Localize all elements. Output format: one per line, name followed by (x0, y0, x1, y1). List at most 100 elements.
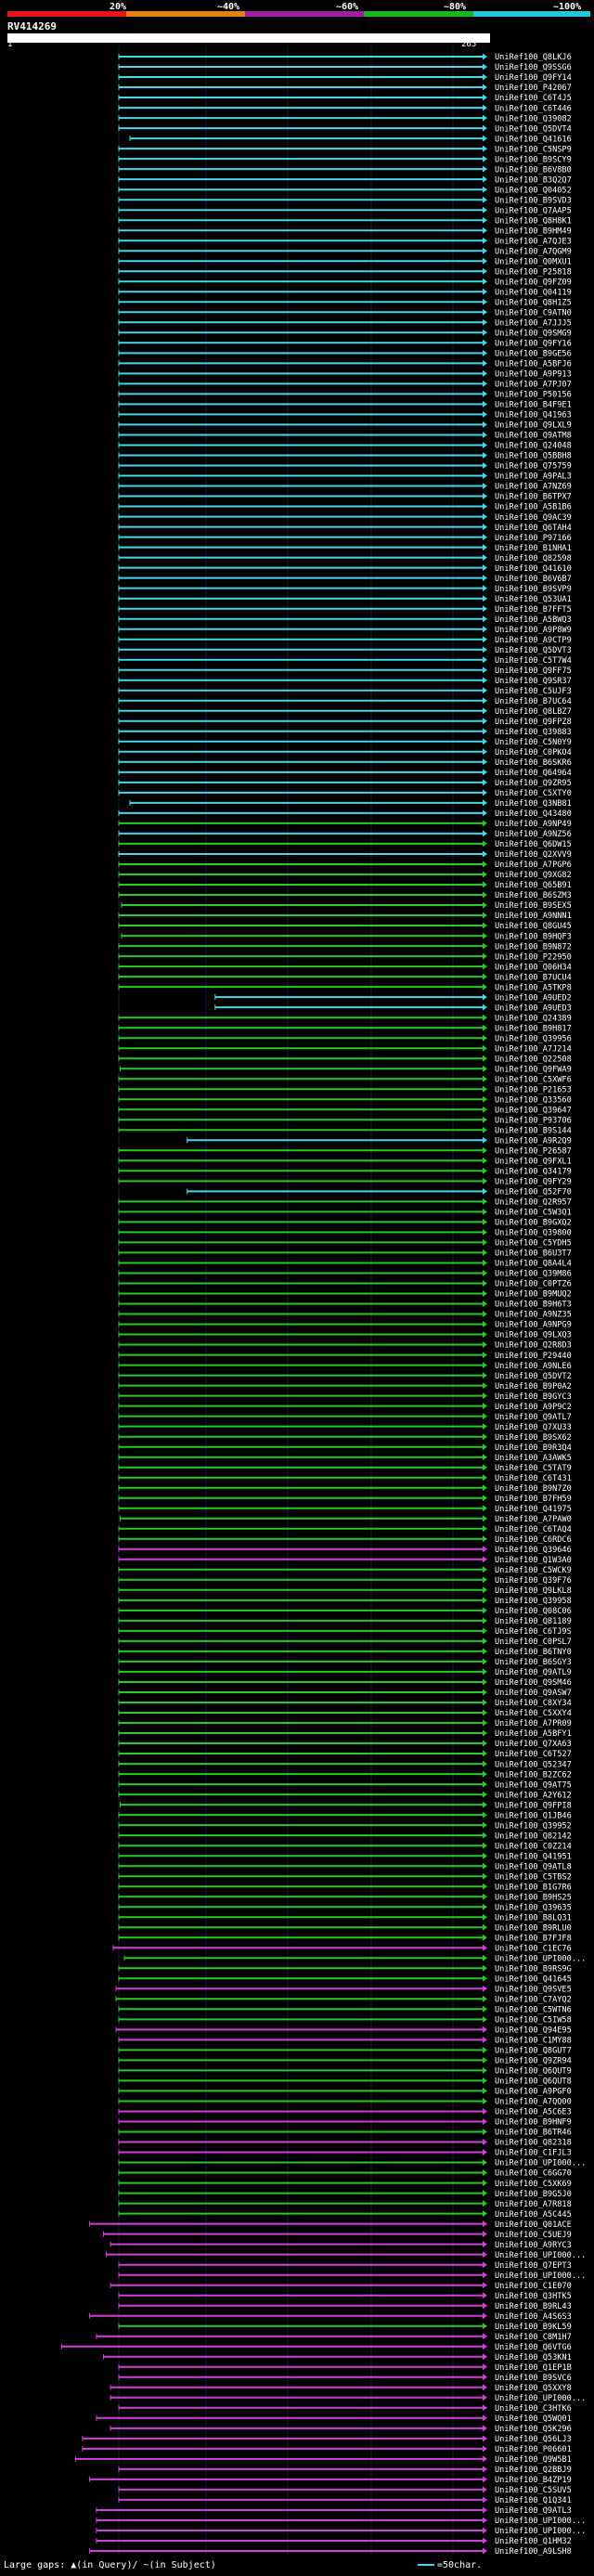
hit-label[interactable]: UniRef100_A9NZ56 (495, 830, 572, 839)
hit-label[interactable]: UniRef100_Q7EPT3 (495, 2261, 572, 2271)
hit-label[interactable]: UniRef100_Q39958 (495, 1597, 572, 1606)
hit-label[interactable]: UniRef100_UPI000... (495, 2527, 586, 2536)
hit-label[interactable]: UniRef100_Q41951 (495, 1852, 572, 1861)
hit-label[interactable]: UniRef100_Q39M86 (495, 1270, 572, 1279)
hit-label[interactable]: UniRef100_A2Y612 (495, 1791, 572, 1800)
hit-label[interactable]: UniRef100_C0PTZ6 (495, 1280, 572, 1289)
hit-label[interactable]: UniRef100_B7FH59 (495, 1495, 572, 1504)
hit-label[interactable]: UniRef100_Q6VTG6 (495, 2343, 572, 2352)
hit-label[interactable]: UniRef100_Q8H1Z5 (495, 299, 572, 308)
hit-label[interactable]: UniRef100_B9SCY9 (495, 155, 572, 164)
hit-label[interactable]: UniRef100_Q41616 (495, 135, 572, 144)
hit-label[interactable]: UniRef100_A7JJJ5 (495, 319, 572, 329)
hit-label[interactable]: UniRef100_Q9LXL9 (495, 421, 572, 431)
hit-label[interactable]: UniRef100_Q04052 (495, 186, 572, 195)
hit-label[interactable]: UniRef100_A9NNN1 (495, 912, 572, 921)
hit-label[interactable]: UniRef100_UPI000... (495, 2159, 586, 2168)
hit-label[interactable]: UniRef100_B9RS9G (495, 1965, 572, 1974)
hit-label[interactable]: UniRef100_C5WCK9 (495, 1566, 572, 1575)
hit-label[interactable]: UniRef100_UPI000... (495, 2517, 586, 2526)
hit-label[interactable]: UniRef100_Q5DVT3 (495, 646, 572, 655)
hit-label[interactable]: UniRef100_B9GXQ2 (495, 1219, 572, 1228)
hit-label[interactable]: UniRef100_B9H817 (495, 1024, 572, 1033)
hit-label[interactable]: UniRef100_C5XXY4 (495, 1709, 572, 1718)
hit-label[interactable]: UniRef100_A7NZ69 (495, 483, 572, 492)
hit-label[interactable]: UniRef100_B9SEX5 (495, 901, 572, 911)
hit-label[interactable]: UniRef100_Q3HTK5 (495, 2292, 572, 2301)
hit-label[interactable]: UniRef100_C5IW58 (495, 2016, 572, 2026)
hit-label[interactable]: UniRef100_A5BWQ3 (495, 615, 572, 625)
hit-label[interactable]: UniRef100_C5YDH5 (495, 1239, 572, 1249)
hit-label[interactable]: UniRef100_UPI000... (495, 2394, 586, 2403)
hit-label[interactable]: UniRef100_A9P9C2 (495, 1403, 572, 1412)
hit-label[interactable]: UniRef100_A9CTP9 (495, 636, 572, 645)
hit-label[interactable]: UniRef100_Q39800 (495, 1229, 572, 1238)
hit-label[interactable]: UniRef100_A9UED3 (495, 1003, 572, 1013)
hit-label[interactable]: UniRef100_Q01ACE (495, 2220, 572, 2230)
hit-label[interactable]: UniRef100_A5C6E3 (495, 2108, 572, 2117)
hit-label[interactable]: UniRef100_Q9ATL3 (495, 2506, 572, 2516)
hit-label[interactable]: UniRef100_B2ZC62 (495, 1770, 572, 1780)
hit-label[interactable]: UniRef100_A9NLE6 (495, 1362, 572, 1371)
hit-label[interactable]: UniRef100_Q9SR37 (495, 677, 572, 686)
hit-label[interactable]: UniRef100_B9KL59 (495, 2323, 572, 2332)
hit-label[interactable]: UniRef100_C6T527 (495, 1750, 572, 1759)
hit-label[interactable]: UniRef100_UPI000... (495, 2251, 586, 2260)
hit-label[interactable]: UniRef100_Q82142 (495, 1832, 572, 1841)
hit-label[interactable]: UniRef100_Q9XG82 (495, 871, 572, 880)
hit-label[interactable]: UniRef100_P93706 (495, 1117, 572, 1126)
hit-label[interactable]: UniRef100_Q41645 (495, 1975, 572, 1985)
hit-label[interactable]: UniRef100_Q39952 (495, 1821, 572, 1831)
hit-label[interactable]: UniRef100_B9SVD3 (495, 196, 572, 205)
hit-label[interactable]: UniRef100_B7UC64 (495, 697, 572, 706)
hit-label[interactable]: UniRef100_Q41975 (495, 1505, 572, 1514)
hit-label[interactable]: UniRef100_P22950 (495, 952, 572, 962)
hit-label[interactable]: UniRef100_Q0MXU1 (495, 257, 572, 266)
hit-label[interactable]: UniRef100_Q3NB81 (495, 799, 572, 809)
hit-label[interactable]: UniRef100_A7PGP6 (495, 861, 572, 870)
hit-label[interactable]: UniRef100_Q9FPZ8 (495, 718, 572, 727)
hit-label[interactable]: UniRef100_C6TAQ4 (495, 1525, 572, 1534)
hit-label[interactable]: UniRef100_Q82598 (495, 554, 572, 563)
hit-label[interactable]: UniRef100_A7J214 (495, 1044, 572, 1054)
hit-label[interactable]: UniRef100_Q6QUT9 (495, 2067, 572, 2077)
hit-label[interactable]: UniRef100_Q9AC39 (495, 513, 572, 523)
hit-label[interactable]: UniRef100_B9SX62 (495, 1433, 572, 1443)
hit-label[interactable]: UniRef100_Q39646 (495, 1546, 572, 1555)
hit-label[interactable]: UniRef100_B9HM49 (495, 227, 572, 236)
hit-label[interactable]: UniRef100_Q8LBZ7 (495, 707, 572, 717)
hit-label[interactable]: UniRef100_A9R2Q9 (495, 1137, 572, 1146)
hit-label[interactable]: UniRef100_Q81189 (495, 1617, 572, 1626)
hit-label[interactable]: UniRef100_Q1JB46 (495, 1811, 572, 1820)
hit-label[interactable]: UniRef100_Q9AT75 (495, 1780, 572, 1790)
hit-label[interactable]: UniRef100_Q5WQ01 (495, 2414, 572, 2424)
hit-label[interactable]: UniRef100_A5BFY1 (495, 1729, 572, 1739)
hit-label[interactable]: UniRef100_B9RLU0 (495, 1923, 572, 1933)
hit-label[interactable]: UniRef100_C5TBS2 (495, 1872, 572, 1882)
hit-label[interactable]: UniRef100_C5XK69 (495, 2180, 572, 2189)
hit-label[interactable]: UniRef100_Q94E95 (495, 2026, 572, 2036)
hit-label[interactable]: UniRef100_B9G5J0 (495, 2190, 572, 2199)
hit-label[interactable]: UniRef100_P06601 (495, 2445, 572, 2454)
hit-label[interactable]: UniRef100_Q9FZ09 (495, 278, 572, 288)
hit-label[interactable]: UniRef100_C1MY88 (495, 2037, 572, 2046)
hit-label[interactable]: UniRef100_Q9ATM8 (495, 432, 572, 441)
hit-label[interactable]: UniRef100_B9HQF3 (495, 932, 572, 941)
hit-label[interactable]: UniRef100_Q5DVT2 (495, 1372, 572, 1381)
hit-label[interactable]: UniRef100_Q41610 (495, 564, 572, 574)
hit-label[interactable]: UniRef100_Q5DVT4 (495, 124, 572, 134)
hit-label[interactable]: UniRef100_A5B1B6 (495, 503, 572, 512)
hit-label[interactable]: UniRef100_C1EC76 (495, 1945, 572, 1954)
hit-label[interactable]: UniRef100_Q9ATL7 (495, 1413, 572, 1422)
hit-label[interactable]: UniRef100_Q9FY14 (495, 73, 572, 83)
hit-label[interactable]: UniRef100_Q8GUT7 (495, 2047, 572, 2056)
hit-label[interactable]: UniRef100_C8XY34 (495, 1699, 572, 1708)
hit-label[interactable]: UniRef100_A9P913 (495, 370, 572, 380)
hit-label[interactable]: UniRef100_B9N7Z0 (495, 1484, 572, 1494)
hit-label[interactable]: UniRef100_Q39883 (495, 728, 572, 737)
hit-label[interactable]: UniRef100_B9P0A2 (495, 1382, 572, 1392)
hit-label[interactable]: UniRef100_A9NP49 (495, 820, 572, 829)
hit-label[interactable]: UniRef100_B7UCU4 (495, 973, 572, 982)
hit-label[interactable]: UniRef100_B6U3T7 (495, 1249, 572, 1259)
hit-label[interactable]: UniRef100_C0PSL7 (495, 1638, 572, 1647)
